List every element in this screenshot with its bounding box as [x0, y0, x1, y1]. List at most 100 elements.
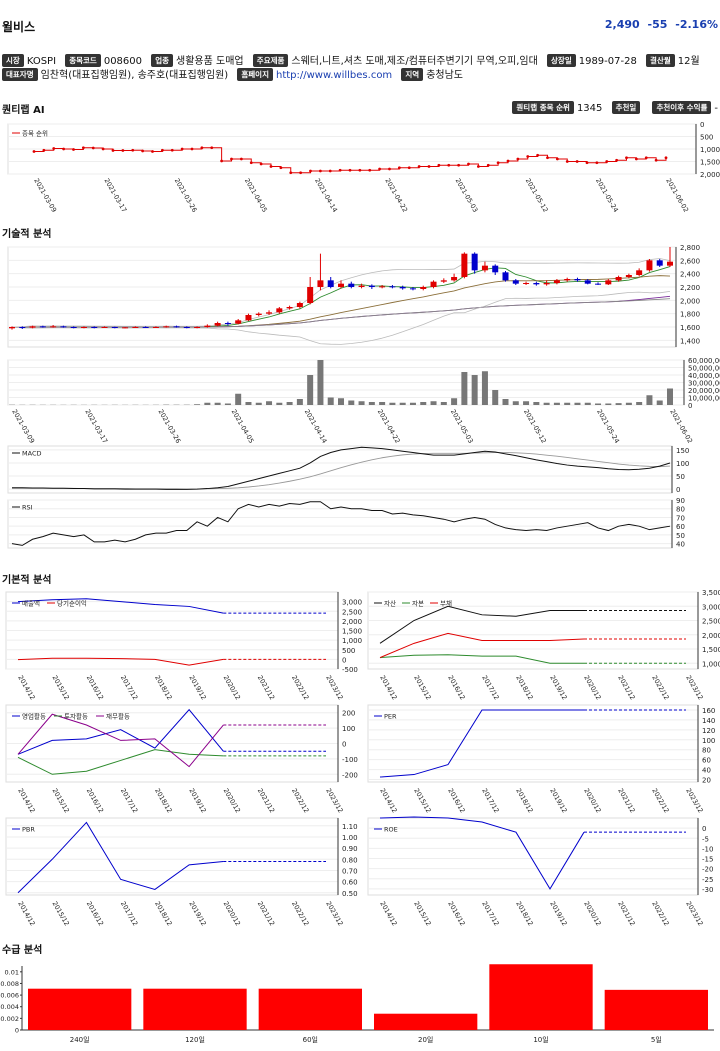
supply-bar-1 — [143, 988, 247, 1030]
price-candle-56 — [584, 280, 591, 284]
volume-ytick-6: 60,000,000 — [688, 357, 720, 365]
volume-xtick-3: 2021-04-05 — [230, 408, 256, 445]
pbr-ytick-0: 0.50 — [342, 890, 358, 898]
per-ytick-5: 120 — [702, 727, 715, 735]
volume-xtick-4: 2021-04-14 — [303, 408, 329, 445]
rank-point-41 — [437, 163, 441, 167]
price-candle-53 — [553, 280, 560, 283]
price-candle-16 — [173, 326, 180, 328]
company-name: 윌비스 — [2, 20, 36, 34]
cashflow-legend-1: 투자활동 — [64, 712, 88, 721]
price-candle-13 — [142, 327, 149, 328]
supply-bar-3 — [374, 1013, 478, 1030]
volume-ytick-2: 20,000,000 — [688, 387, 720, 395]
volume-bar-32 — [338, 398, 344, 405]
rank-point-11 — [141, 149, 145, 153]
pbr-xtick-9: 2023/12 — [324, 900, 344, 927]
price-candle-49 — [512, 280, 519, 284]
volume-xtick-2: 2021-03-26 — [156, 408, 182, 445]
rank-xtick-0: 2021-03-09 — [32, 177, 58, 214]
rsi-ytick-4: 80 — [676, 506, 685, 514]
info-row-1: 시장 KOSPI 종목코드 008600 업종 생활용품 도매업 주요제품 스웨터,니트… — [2, 52, 706, 67]
volume-bar-36 — [379, 402, 386, 405]
volume-bar-42 — [440, 402, 447, 405]
revenue_profit-legend-1: 당기순이익 — [57, 599, 87, 608]
balance-ytick-4: 3,000 — [702, 603, 720, 611]
fiscal-month-tag: 결산월 — [646, 54, 675, 67]
price-candle-25 — [266, 312, 273, 314]
rank-point-30 — [328, 169, 332, 173]
rank-xtick-3: 2021-04-05 — [243, 177, 269, 214]
balance-series-2 — [379, 632, 585, 659]
revenue_profit-ytick-5: 2,000 — [342, 618, 362, 626]
revenue_profit-ytick-7: 3,000 — [342, 599, 362, 607]
revenue_profit-series-1 — [17, 657, 224, 666]
rank-point-26 — [289, 171, 293, 175]
rank-point-43 — [457, 163, 461, 167]
supply-xtick-4: 10일 — [533, 1035, 548, 1044]
balance-series-0 — [379, 605, 584, 644]
homepage-link[interactable]: http://www.willbes.com — [275, 70, 393, 81]
volume-bar-38 — [399, 402, 406, 405]
volume-bar-56 — [584, 402, 591, 405]
price-candle-55 — [574, 279, 581, 281]
cashflow-legend-2: 재무활동 — [106, 712, 130, 721]
price-display: 2,490 -55 -2.16% — [601, 18, 718, 31]
roe-xtick-8: 2022/12 — [650, 900, 670, 927]
price-candle-29 — [307, 287, 314, 303]
rank-point-55 — [575, 160, 579, 163]
cashflow-xtick-1: 2015/12 — [50, 787, 70, 814]
ceo-value: 임찬혁(대표집행임원), 송주호(대표집행임원) — [40, 70, 229, 81]
listing-date-tag: 상장일 — [547, 54, 576, 67]
cashflow-chart: -200 -100 0 100 200 영업활동 투자활동 재무활동 2014/12 2015/1… — [5, 704, 358, 814]
volume-bar-20 — [214, 402, 221, 405]
volume-bar-64 — [667, 388, 673, 405]
volume-bar-40 — [420, 402, 427, 405]
rank-point-6 — [91, 146, 95, 150]
price-ytick-6: 2,600 — [680, 257, 700, 265]
rank-point-28 — [309, 169, 312, 173]
per-xtick-3: 2017/12 — [480, 787, 500, 814]
rank-point-25 — [279, 166, 283, 170]
return-tag: 추천이후 수익률 — [652, 101, 712, 114]
rank-point-52 — [546, 156, 549, 160]
cashflow-xtick-3: 2017/12 — [119, 787, 139, 814]
supply-ytick-5: 0.01 — [5, 968, 19, 976]
rank-point-20 — [230, 157, 233, 161]
volume-bar-30 — [317, 360, 324, 405]
price-ytick-5: 2,400 — [680, 271, 700, 279]
rank-ytick-3: 1,500 — [700, 159, 720, 167]
price-candle-50 — [523, 283, 530, 284]
rank-point-8 — [111, 149, 115, 152]
price-candle-11 — [122, 327, 129, 329]
rank-point-3 — [62, 147, 66, 151]
supply-ytick-2: 0.004 — [0, 1003, 19, 1011]
rank-point-35 — [378, 167, 382, 171]
quant-summary: 퀀티랩 종목 순위 1345 추천일 추천이후 수익률 - — [506, 101, 718, 114]
price-candle-46 — [481, 265, 488, 271]
price-candle-51 — [533, 283, 540, 285]
price-candle-12 — [132, 327, 139, 328]
volume-ytick-1: 10,000,000 — [688, 395, 720, 403]
macd-ytick-2: 100 — [676, 460, 689, 468]
rank-point-33 — [358, 168, 362, 172]
pbr-ytick-2: 0.70 — [342, 867, 358, 875]
rank-point-23 — [259, 162, 263, 166]
cashflow-ytick-1: -100 — [342, 756, 358, 764]
cashflow-legend-0: 영업활동 — [22, 712, 46, 721]
volume-bar-33 — [348, 400, 355, 405]
roe-ytick-0: 0 — [702, 825, 706, 833]
roe-ytick-6: -30 — [702, 886, 713, 894]
price-band-lower — [11, 291, 671, 345]
per-chart: 20 40 60 80 100 120 140 160 PER 2014/12 2015/12 201… — [367, 704, 715, 814]
supply-xtick-0: 240일 — [70, 1035, 90, 1044]
section-title-tech: 기술적 분석 — [2, 229, 52, 240]
roe-ytick-5: -25 — [702, 876, 713, 884]
rank-point-39 — [417, 165, 421, 168]
pbr-frame — [5, 817, 339, 896]
price-candle-39 — [409, 288, 416, 290]
price-candle-10 — [111, 327, 118, 328]
region-tag: 지역 — [401, 68, 424, 81]
rank-point-17 — [200, 146, 204, 150]
pbr-xtick-2: 2016/12 — [85, 900, 105, 927]
